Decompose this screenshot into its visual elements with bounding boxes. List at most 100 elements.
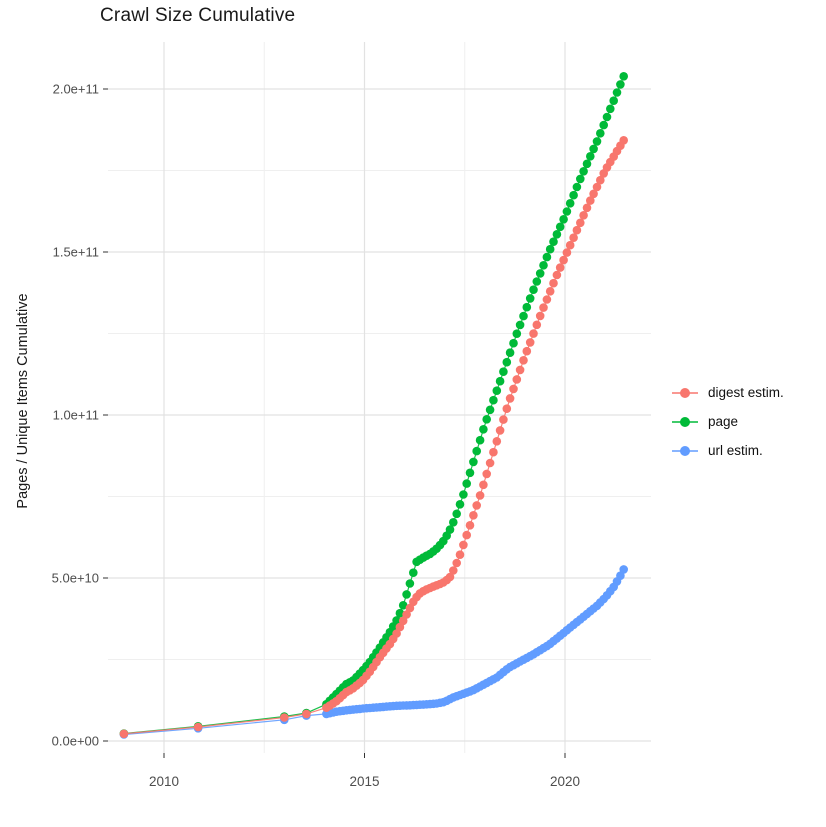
page-data-point	[398, 601, 408, 610]
chart-title: Crawl Size Cumulative	[100, 5, 296, 26]
page-data-point	[572, 182, 582, 192]
y-tick-label: 2.0e+11	[53, 82, 99, 97]
legend-label: page	[708, 414, 739, 429]
page-data-point	[602, 112, 612, 122]
url-data-point	[616, 571, 625, 580]
page-data-point	[565, 199, 575, 208]
digest-data-point	[469, 511, 478, 520]
digest-data-point	[392, 629, 401, 638]
digest-data-point	[505, 394, 515, 403]
page-data-point	[559, 215, 568, 224]
page-data-point	[455, 500, 465, 509]
digest-data-point	[402, 610, 411, 619]
page-data-point	[479, 425, 488, 434]
page-data-point	[469, 457, 478, 467]
legend-item-url: url estim.	[672, 436, 784, 465]
digest-data-point	[398, 616, 408, 626]
digest-data-point	[280, 713, 289, 722]
page-data-point	[569, 190, 578, 200]
page-data-point	[492, 386, 502, 396]
x-tick-label: 2010	[149, 774, 179, 789]
page-data-point	[539, 261, 548, 270]
digest-data-point	[499, 415, 508, 424]
page-data-point	[562, 207, 572, 216]
digest-data-point	[555, 263, 565, 272]
digest-data-point	[529, 329, 538, 338]
page-data-point	[405, 579, 415, 588]
page-data-point	[555, 222, 565, 232]
digest-data-point	[532, 320, 542, 330]
digest-data-point	[596, 175, 605, 185]
page-series-line	[123, 76, 625, 735]
page-data-point	[535, 269, 545, 278]
digest-data-point	[482, 469, 492, 479]
page-data-point	[489, 395, 498, 405]
page-data-point	[519, 311, 528, 321]
digest-data-point	[525, 338, 535, 347]
page-data-point	[462, 479, 472, 488]
digest-data-point	[542, 295, 552, 304]
page-data-point	[589, 144, 598, 154]
digest-data-point	[576, 218, 585, 228]
page-data-point	[606, 104, 615, 114]
page-data-point	[549, 237, 558, 246]
page-data-point	[592, 137, 602, 146]
legend-label: url estim.	[708, 443, 763, 458]
page-data-point	[509, 338, 518, 348]
digest-data-point	[572, 225, 582, 235]
url-data-point	[619, 565, 628, 574]
digest-data-point	[472, 501, 482, 510]
legend-item-page: page	[672, 407, 784, 436]
page-data-point	[472, 446, 482, 456]
page-data-point	[395, 608, 405, 618]
x-tick-label: 2015	[349, 774, 379, 789]
digest-legend-key-icon	[672, 387, 698, 399]
digest-data-point	[502, 404, 512, 414]
page-data-point	[616, 80, 625, 89]
legend-item-digest: digest estim.	[672, 378, 784, 407]
digest-key-dot	[680, 387, 690, 398]
page-data-point	[449, 518, 458, 527]
y-tick-label: 1.0e+11	[53, 408, 99, 423]
page-data-point	[485, 405, 495, 415]
page-data-point	[529, 285, 538, 295]
digest-data-point	[512, 375, 522, 384]
page-data-point	[586, 152, 595, 161]
digest-data-point	[445, 572, 455, 582]
digest-data-point	[586, 196, 595, 205]
page-data-point	[475, 435, 485, 445]
page-data-point	[545, 244, 555, 254]
digest-data-point	[552, 270, 562, 280]
page-data-point	[402, 590, 411, 599]
digest-data-point	[489, 447, 498, 457]
digest-data-point	[119, 729, 129, 739]
digest-data-point	[559, 255, 568, 265]
digest-data-point	[459, 540, 468, 550]
page-data-point	[502, 357, 512, 367]
digest-data-point	[619, 136, 628, 145]
page-data-point	[532, 277, 542, 286]
digest-data-point	[562, 248, 572, 257]
digest-data-point	[569, 233, 578, 242]
digest-data-point	[579, 211, 588, 220]
digest-data-point	[509, 384, 518, 394]
page-data-point	[445, 525, 455, 534]
page-data-point	[499, 367, 508, 377]
page-data-point	[579, 167, 588, 176]
page-data-point	[582, 159, 592, 169]
y-tick-label: 5.0e+10	[52, 571, 99, 586]
y-tick-label: 0.0e+00	[52, 734, 99, 749]
legend-label: digest estim.	[708, 385, 784, 400]
digest-data-point	[519, 356, 528, 365]
page-data-point	[612, 88, 622, 97]
page-data-point	[505, 348, 515, 358]
legend: digest estim. page url estim.	[672, 378, 784, 465]
digest-data-point	[589, 189, 598, 199]
digest-data-point	[535, 311, 545, 321]
digest-data-point	[495, 426, 505, 435]
page-data-point	[515, 320, 525, 330]
digest-data-point	[302, 709, 311, 719]
page-data-point	[465, 468, 475, 478]
digest-data-point	[479, 480, 488, 490]
